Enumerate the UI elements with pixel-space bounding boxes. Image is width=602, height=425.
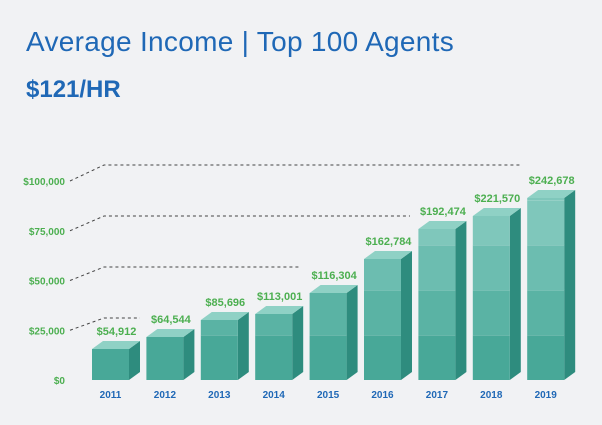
x-tick-label: 2011 — [100, 390, 122, 401]
y-tick-label: $100,000 — [23, 177, 65, 188]
bar-segment — [418, 335, 456, 380]
bar-segment — [472, 335, 510, 380]
x-tick-label: 2012 — [154, 390, 177, 401]
bar-side — [401, 251, 412, 380]
bar-side — [237, 312, 249, 380]
bar-top — [472, 208, 521, 216]
bar-value-label: $242,678 — [529, 175, 575, 187]
bar-top — [527, 190, 576, 198]
bar-value-label: $192,474 — [420, 206, 467, 218]
bar-top — [418, 221, 467, 229]
y-tick-label: $75,000 — [29, 227, 66, 238]
bar-segment — [364, 259, 401, 290]
bar-value-label: $221,570 — [474, 193, 520, 205]
bar-side — [564, 190, 576, 380]
x-tick-label: 2015 — [317, 390, 340, 401]
bar-segment — [309, 293, 347, 335]
x-tick-label: 2014 — [263, 390, 286, 401]
bar-segment — [200, 335, 238, 380]
bar-value-label: $64,544 — [151, 314, 192, 326]
bar-segment — [364, 290, 401, 335]
chart-subtitle: $121/HR — [26, 76, 121, 103]
bar-value-label: $85,696 — [205, 297, 245, 309]
bar-value-label: $162,784 — [366, 236, 413, 248]
x-tick-label: 2019 — [535, 390, 558, 401]
y-tick-label: $0 — [54, 376, 66, 387]
bar-segment — [472, 290, 510, 335]
bar-segment — [418, 245, 456, 290]
bar-segment — [200, 320, 238, 335]
bar-segment — [472, 245, 510, 290]
bar-segment — [527, 200, 565, 245]
bar-side — [346, 285, 358, 380]
bar-side — [183, 329, 195, 380]
bar-value-label: $116,304 — [311, 270, 357, 282]
y-tick-label: $50,000 — [29, 277, 66, 288]
bar-value-label: $113,001 — [257, 291, 302, 303]
y-tick-leader — [69, 215, 410, 232]
y-tick-leader — [69, 266, 300, 281]
bar-segment — [418, 290, 456, 335]
bar-segment — [527, 245, 565, 290]
bar-segment — [255, 314, 293, 335]
bar-top — [146, 329, 195, 337]
bar-top — [255, 306, 304, 314]
bar-side — [455, 221, 467, 380]
y-tick-leader — [69, 164, 522, 182]
chart-title: Average Income | Top 100 Agents — [26, 26, 455, 57]
bar-segment — [472, 216, 510, 245]
bar-segment — [92, 349, 129, 380]
x-tick-label: 2016 — [371, 390, 394, 401]
bar-top — [200, 312, 249, 320]
bar-segment — [255, 335, 293, 380]
bar-segment — [364, 335, 401, 380]
bar-side — [129, 341, 140, 380]
bar-segment — [309, 335, 347, 380]
bar-segment — [527, 198, 565, 200]
y-tick-leader — [69, 317, 140, 331]
bar-segment — [146, 337, 184, 380]
bar-segment — [418, 229, 456, 245]
x-tick-label: 2013 — [208, 390, 231, 401]
bar-top — [364, 251, 412, 259]
x-tick-label: 2017 — [426, 390, 449, 401]
bar-side — [292, 306, 304, 380]
bar-segment — [527, 290, 565, 335]
x-tick-label: 2018 — [480, 390, 503, 401]
bar-side — [509, 208, 521, 380]
y-tick-label: $25,000 — [29, 326, 66, 337]
bar-value-label: $54,912 — [97, 326, 137, 338]
bar-segment — [527, 335, 565, 380]
bar-top — [309, 285, 358, 293]
bar-top — [92, 341, 140, 349]
